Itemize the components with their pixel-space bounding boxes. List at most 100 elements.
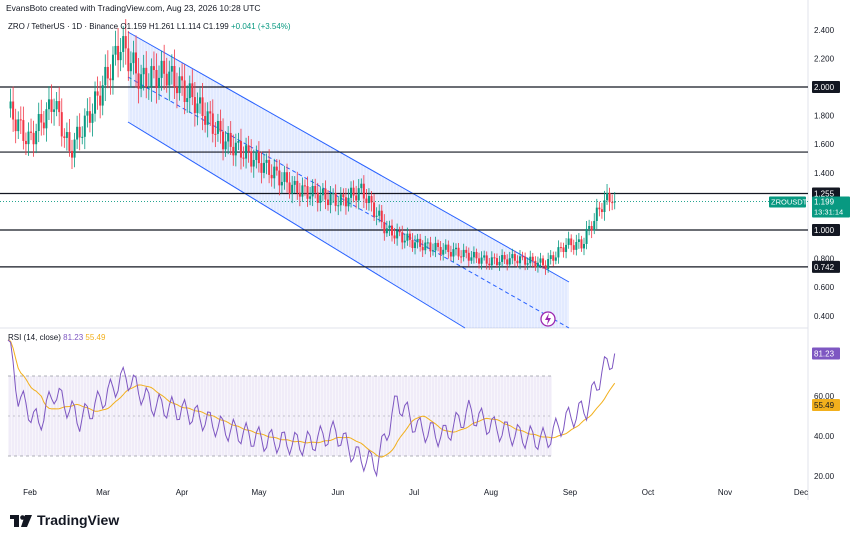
- candle[interactable]: [270, 164, 273, 187]
- rsi-line[interactable]: [7, 339, 616, 478]
- candle[interactable]: [181, 63, 184, 96]
- candle[interactable]: [191, 69, 194, 106]
- candle[interactable]: [590, 221, 593, 239]
- candle[interactable]: [268, 149, 271, 184]
- candle[interactable]: [408, 229, 411, 248]
- candle[interactable]: [252, 149, 255, 178]
- candle[interactable]: [434, 236, 437, 258]
- candle[interactable]: [393, 227, 396, 244]
- candle[interactable]: [257, 141, 260, 173]
- candle[interactable]: [19, 106, 22, 134]
- candle[interactable]: [58, 86, 61, 127]
- candle[interactable]: [424, 235, 427, 255]
- candle[interactable]: [457, 242, 460, 260]
- candle[interactable]: [419, 233, 422, 252]
- candle[interactable]: [224, 131, 227, 157]
- candle[interactable]: [175, 72, 178, 109]
- candle[interactable]: [583, 237, 585, 256]
- rsi-legend[interactable]: RSI (14, close) 81.23 55.49: [8, 333, 105, 342]
- candle[interactable]: [572, 239, 575, 255]
- candle[interactable]: [593, 213, 596, 235]
- channel-upper-line[interactable]: [127, 31, 570, 283]
- candle[interactable]: [421, 240, 424, 257]
- candle[interactable]: [544, 260, 547, 275]
- candle[interactable]: [104, 54, 107, 102]
- symbol-name[interactable]: ZRO / TetherUS · 1D · Binance: [8, 22, 119, 31]
- candle[interactable]: [168, 60, 171, 101]
- candle[interactable]: [611, 194, 614, 211]
- candle[interactable]: [109, 64, 112, 95]
- candle[interactable]: [465, 246, 468, 259]
- candle[interactable]: [227, 126, 230, 155]
- candle[interactable]: [222, 118, 225, 161]
- candle[interactable]: [344, 188, 347, 215]
- candle[interactable]: [114, 30, 117, 66]
- candle[interactable]: [585, 221, 588, 250]
- candle[interactable]: [429, 236, 432, 258]
- candle[interactable]: [263, 153, 265, 179]
- candle[interactable]: [552, 251, 555, 267]
- candle[interactable]: [483, 250, 486, 261]
- candle[interactable]: [478, 252, 481, 269]
- candle[interactable]: [291, 175, 294, 204]
- descending-channel[interactable]: [127, 31, 570, 329]
- candle[interactable]: [495, 253, 498, 269]
- candle[interactable]: [124, 19, 127, 65]
- candle[interactable]: [216, 113, 219, 142]
- candle[interactable]: [462, 243, 465, 262]
- candle[interactable]: [173, 49, 176, 100]
- candle[interactable]: [14, 108, 17, 144]
- candle[interactable]: [521, 251, 524, 261]
- candle[interactable]: [388, 220, 391, 237]
- candle[interactable]: [498, 255, 501, 271]
- candle[interactable]: [501, 249, 504, 267]
- candle[interactable]: [32, 120, 35, 157]
- candle[interactable]: [237, 132, 240, 150]
- candle[interactable]: [106, 50, 109, 89]
- candle[interactable]: [165, 57, 168, 93]
- candle[interactable]: [160, 50, 163, 91]
- candle[interactable]: [65, 122, 68, 151]
- candle[interactable]: [155, 53, 158, 104]
- candle[interactable]: [122, 25, 125, 68]
- candle[interactable]: [355, 185, 358, 209]
- candle[interactable]: [111, 46, 114, 95]
- candle[interactable]: [12, 86, 15, 132]
- candle[interactable]: [562, 242, 565, 258]
- candle[interactable]: [375, 207, 378, 226]
- candle[interactable]: [50, 84, 53, 124]
- candle[interactable]: [577, 233, 580, 249]
- candle[interactable]: [211, 99, 214, 143]
- candle[interactable]: [119, 37, 122, 72]
- symbol-legend[interactable]: ZRO / TetherUS · 1D · Binance O1.159 H1.…: [8, 22, 291, 31]
- candle[interactable]: [378, 204, 381, 223]
- candle[interactable]: [96, 76, 99, 110]
- candle[interactable]: [475, 248, 478, 263]
- candle[interactable]: [352, 180, 355, 203]
- candle[interactable]: [278, 159, 281, 196]
- candle[interactable]: [557, 240, 560, 264]
- candle[interactable]: [411, 233, 414, 252]
- candle[interactable]: [288, 171, 291, 199]
- candle[interactable]: [342, 188, 345, 206]
- candle[interactable]: [273, 158, 276, 189]
- tradingview-logo[interactable]: TradingView: [10, 512, 119, 528]
- candle[interactable]: [319, 186, 322, 212]
- candle[interactable]: [132, 40, 135, 75]
- candle[interactable]: [286, 163, 289, 193]
- candle[interactable]: [242, 146, 245, 167]
- candle[interactable]: [9, 88, 12, 118]
- last-price-value[interactable]: 1.199: [814, 198, 835, 207]
- candle[interactable]: [503, 251, 506, 264]
- candle[interactable]: [83, 108, 86, 150]
- candle[interactable]: [549, 250, 552, 265]
- candle[interactable]: [444, 239, 447, 254]
- candle[interactable]: [534, 256, 537, 271]
- candle[interactable]: [127, 30, 130, 81]
- candle[interactable]: [265, 153, 268, 175]
- rsi-value-tag[interactable]: 81.23: [814, 350, 835, 359]
- candle[interactable]: [147, 73, 150, 100]
- candle[interactable]: [506, 254, 509, 271]
- candle[interactable]: [193, 82, 196, 127]
